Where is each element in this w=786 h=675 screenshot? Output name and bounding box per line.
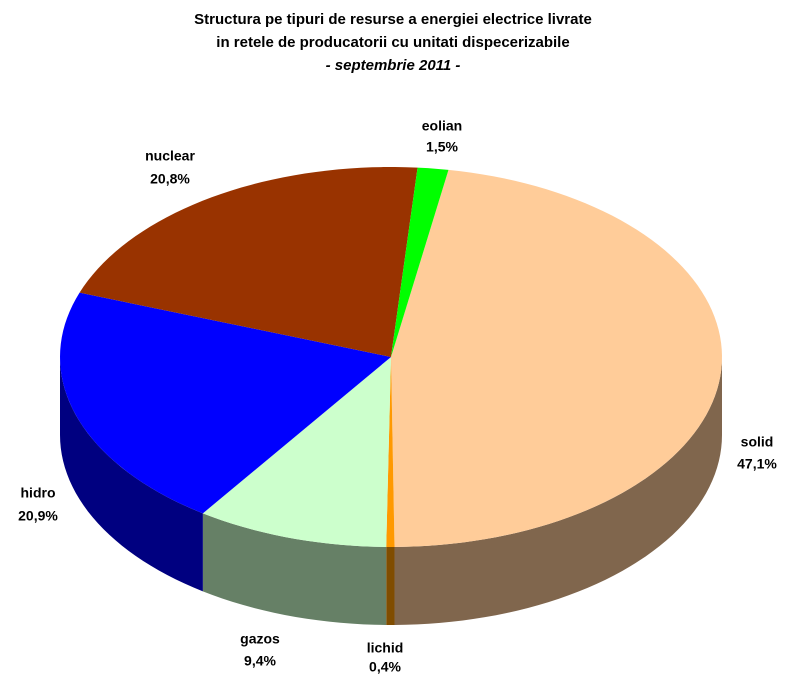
value-label: 1,5% bbox=[426, 139, 458, 155]
slice-label: nuclear bbox=[145, 148, 195, 164]
value-label: 0,4% bbox=[369, 659, 401, 675]
slice-label: solid bbox=[741, 434, 774, 450]
slice-side bbox=[386, 546, 395, 625]
slice bbox=[391, 167, 449, 357]
slice-label: eolian bbox=[422, 118, 462, 134]
value-label: 9,4% bbox=[244, 653, 276, 669]
value-label: 47,1% bbox=[737, 456, 777, 472]
slice-side bbox=[394, 357, 722, 625]
slice bbox=[386, 357, 395, 547]
slice-side bbox=[202, 513, 387, 625]
slice bbox=[60, 292, 391, 514]
slice-label: gazos bbox=[240, 631, 280, 647]
value-label: 20,8% bbox=[150, 171, 190, 187]
pie-sides bbox=[60, 357, 722, 625]
slice-label: hidro bbox=[21, 485, 56, 501]
slice-label: lichid bbox=[367, 640, 404, 656]
chart-subtitle: - septembrie 2011 - bbox=[326, 57, 461, 74]
labels: solid 47,1% lichid 0,4% gazos 9,4% hidro 20,9% n… bbox=[18, 118, 777, 675]
pie-tops bbox=[60, 167, 722, 547]
value-label: 20,9% bbox=[18, 508, 58, 524]
chart-title: in retele de producatorii cu unitati dis… bbox=[216, 34, 569, 51]
chart-title: Structura pe tipuri de resurse a energie… bbox=[194, 11, 592, 28]
slice-side bbox=[60, 357, 203, 592]
slice bbox=[391, 169, 722, 547]
slice bbox=[79, 167, 418, 357]
slice bbox=[202, 357, 391, 547]
